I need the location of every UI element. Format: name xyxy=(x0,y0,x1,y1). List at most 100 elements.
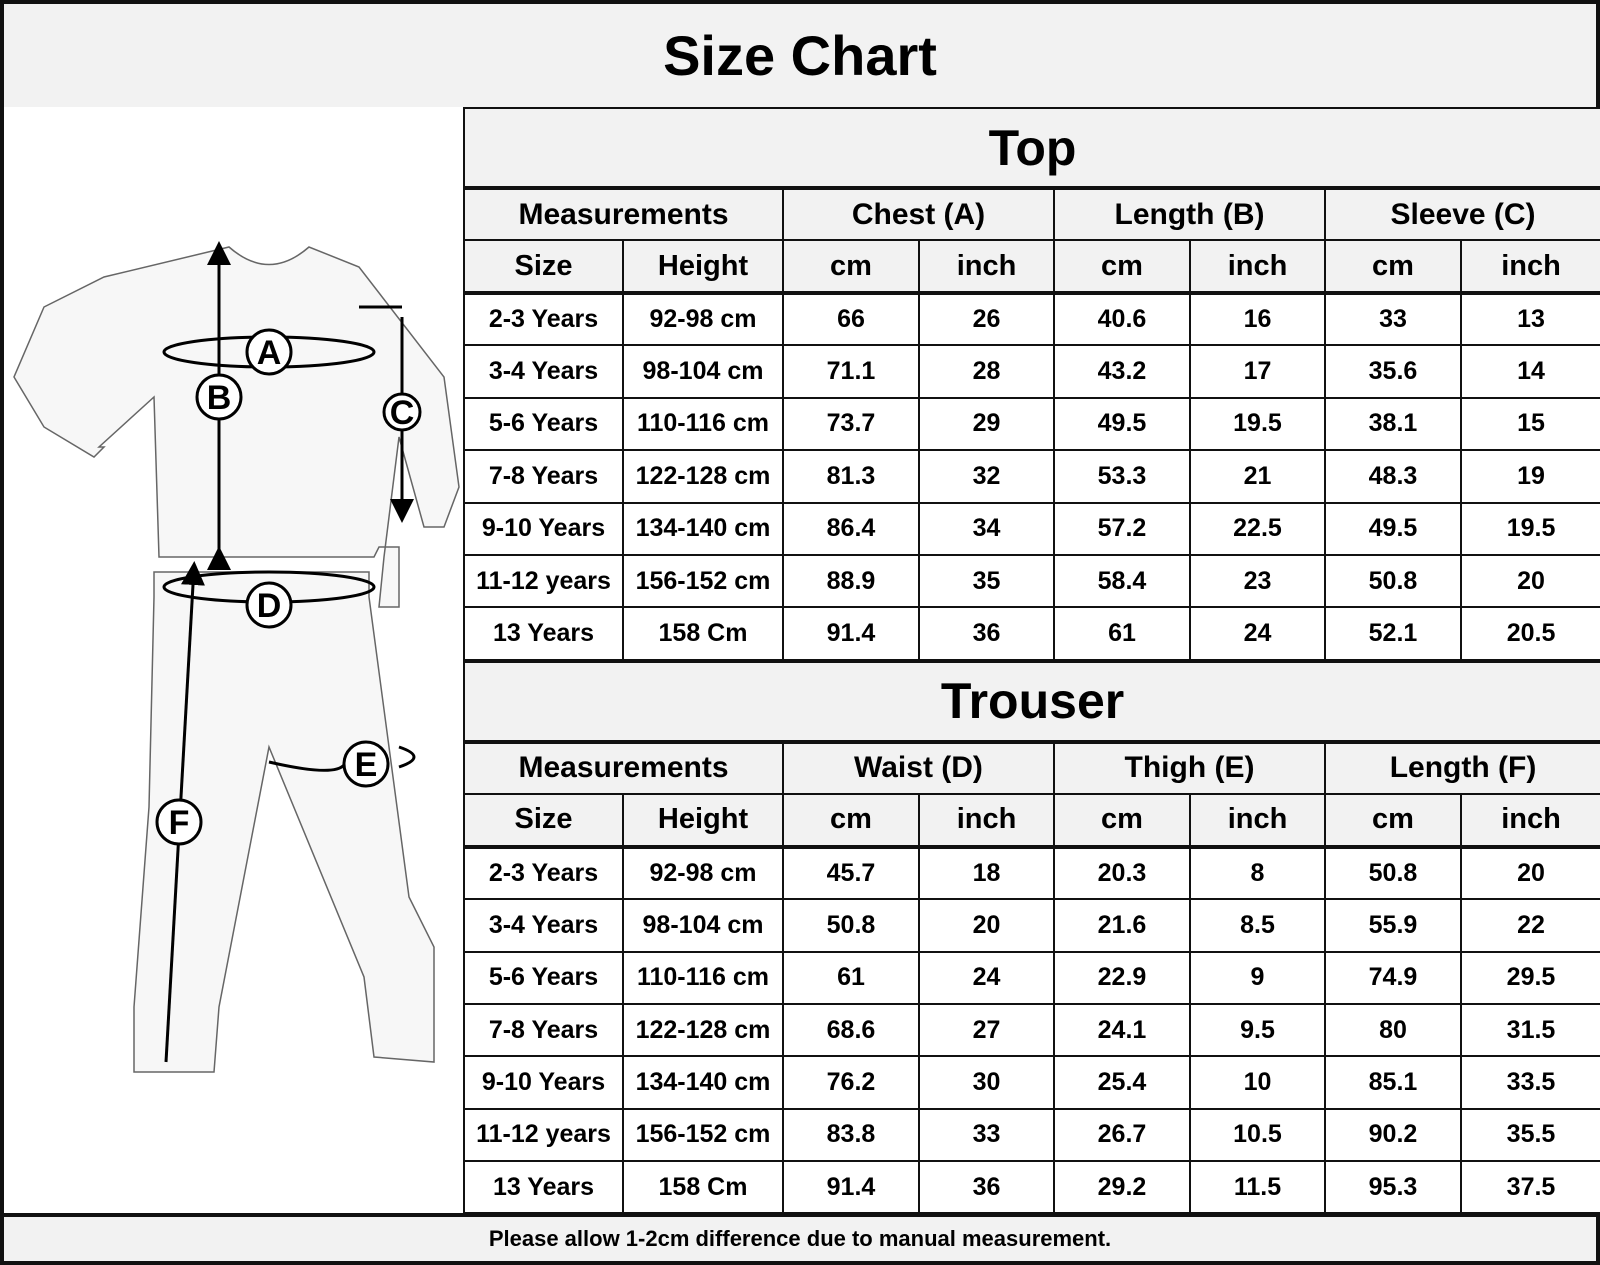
table-cell: 2-3 Years xyxy=(463,291,624,347)
table-cell: 37.5 xyxy=(1459,1160,1600,1215)
table-cell: 122-128 cm xyxy=(622,1002,784,1058)
svg-text:B: B xyxy=(207,379,232,417)
top-column-header: inch xyxy=(1189,239,1326,295)
table-cell: 33 xyxy=(918,1107,1055,1163)
table-cell: 95.3 xyxy=(1324,1160,1462,1215)
page-title: Size Chart xyxy=(0,0,1600,111)
top-group-header: Length (B) xyxy=(1053,187,1326,241)
table-cell: 10 xyxy=(1189,1055,1326,1110)
svg-text:E: E xyxy=(355,746,378,784)
table-row: 13 Years 158 Cm 91.4 36 61 24 52.1 20.5 xyxy=(463,606,1600,661)
table-cell: 11-12 years xyxy=(463,1107,624,1163)
table-cell: 3-4 Years xyxy=(463,344,624,399)
garment-illustration: A B C D E F xyxy=(0,107,466,1217)
table-cell: 21 xyxy=(1189,449,1326,504)
table-cell: 8 xyxy=(1189,845,1326,901)
svg-text:A: A xyxy=(257,334,282,372)
table-cell: 10.5 xyxy=(1189,1107,1326,1163)
table-cell: 18 xyxy=(918,845,1055,901)
table-cell: 11.5 xyxy=(1189,1160,1326,1215)
table-cell: 29 xyxy=(918,396,1055,452)
table-cell: 134-140 cm xyxy=(622,501,784,556)
table-cell: 15 xyxy=(1459,396,1600,452)
table-cell: 22 xyxy=(1459,898,1600,953)
table-cell: 122-128 cm xyxy=(622,449,784,504)
top-column-header: Height xyxy=(622,239,784,295)
table-cell: 11-12 years xyxy=(463,553,624,609)
table-cell: 21.6 xyxy=(1053,898,1191,953)
table-row: 2-3 Years 92-98 cm 66 26 40.6 16 33 13 xyxy=(463,291,1600,347)
top-column-header: cm xyxy=(1324,239,1462,295)
table-cell: 19 xyxy=(1459,449,1600,504)
table-cell: 50.8 xyxy=(1324,553,1462,609)
table-cell: 29.2 xyxy=(1053,1160,1191,1215)
table-cell: 49.5 xyxy=(1324,501,1462,556)
table-cell: 13 Years xyxy=(463,606,624,661)
trouser-column-header: inch xyxy=(918,792,1055,849)
table-cell: 9.5 xyxy=(1189,1002,1326,1058)
pajama-diagram: A B C D E F xyxy=(13,241,460,1073)
table-row: 11-12 years 156-152 cm 88.9 35 58.4 23 50.8 20 xyxy=(463,553,1600,609)
trouser-group-header: Length (F) xyxy=(1323,740,1600,795)
top-column-header: Size xyxy=(463,239,624,295)
top-group-header: Chest (A) xyxy=(782,187,1055,241)
table-cell: 38.1 xyxy=(1324,396,1462,452)
trouser-column-header: inch xyxy=(1189,792,1326,849)
table-cell: 61 xyxy=(782,950,920,1005)
table-row: 11-12 years 156-152 cm 83.8 33 26.7 10.5 90.2 3… xyxy=(463,1107,1600,1163)
table-row: 3-4 Years 98-104 cm 71.1 28 43.2 17 35.6 14 xyxy=(463,344,1600,399)
table-cell: 28 xyxy=(918,344,1055,399)
table-cell: 158 Cm xyxy=(622,606,784,661)
table-cell: 80 xyxy=(1324,1002,1462,1058)
trouser-column-header: inch xyxy=(1459,792,1600,849)
table-cell: 36 xyxy=(918,1160,1055,1215)
table-cell: 71.1 xyxy=(782,344,920,399)
label-b: B xyxy=(195,373,243,421)
label-f: F xyxy=(155,798,203,846)
table-cell: 23 xyxy=(1189,553,1326,609)
table-cell: 20 xyxy=(1459,845,1600,901)
table-cell: 86.4 xyxy=(782,501,920,556)
table-cell: 24 xyxy=(918,950,1055,1005)
table-cell: 74.9 xyxy=(1324,950,1462,1005)
table-row: 3-4 Years 98-104 cm 50.8 20 21.6 8.5 55.9 22 xyxy=(463,898,1600,953)
top-section-title: Top xyxy=(462,107,1600,190)
table-cell: 16 xyxy=(1189,291,1326,347)
top-table: Top Measurements Chest (A) Length (B) Sleeve… xyxy=(462,107,1600,661)
table-cell: 73.7 xyxy=(782,396,920,452)
table-cell: 24.1 xyxy=(1053,1002,1191,1058)
table-cell: 13 Years xyxy=(463,1160,624,1215)
table-cell: 55.9 xyxy=(1324,898,1462,953)
table-cell: 35.5 xyxy=(1459,1107,1600,1163)
table-row: 9-10 Years 134-140 cm 86.4 34 57.2 22.5 49.5 19… xyxy=(463,501,1600,556)
table-cell: 7-8 Years xyxy=(463,449,624,504)
label-a: A xyxy=(245,328,293,376)
table-cell: 91.4 xyxy=(782,1160,920,1215)
table-cell: 48.3 xyxy=(1324,449,1462,504)
table-cell: 5-6 Years xyxy=(463,950,624,1005)
table-cell: 20.5 xyxy=(1459,606,1600,661)
top-column-header: inch xyxy=(918,239,1055,295)
table-cell: 19.5 xyxy=(1459,501,1600,556)
table-row: 5-6 Years 110-116 cm 73.7 29 49.5 19.5 38.1 15 xyxy=(463,396,1600,452)
trouser-column-header: cm xyxy=(782,792,920,849)
table-cell: 50.8 xyxy=(1324,845,1462,901)
table-cell: 85.1 xyxy=(1324,1055,1462,1110)
trouser-column-header: cm xyxy=(1324,792,1462,849)
trouser-group-header: Waist (D) xyxy=(782,740,1055,795)
top-column-header: cm xyxy=(1053,239,1191,295)
table-cell: 33 xyxy=(1324,291,1462,347)
label-c: C xyxy=(382,392,422,432)
footer-note: Please allow 1-2cm difference due to man… xyxy=(0,1213,1600,1265)
table-cell: 7-8 Years xyxy=(463,1002,624,1058)
table-cell: 134-140 cm xyxy=(622,1055,784,1110)
table-cell: 22.5 xyxy=(1189,501,1326,556)
table-cell: 26 xyxy=(918,291,1055,347)
table-cell: 27 xyxy=(918,1002,1055,1058)
table-cell: 31.5 xyxy=(1459,1002,1600,1058)
label-d: D xyxy=(245,581,293,629)
svg-text:F: F xyxy=(169,804,190,842)
table-cell: 92-98 cm xyxy=(622,291,784,347)
table-cell: 110-116 cm xyxy=(622,396,784,452)
table-cell: 2-3 Years xyxy=(463,845,624,901)
